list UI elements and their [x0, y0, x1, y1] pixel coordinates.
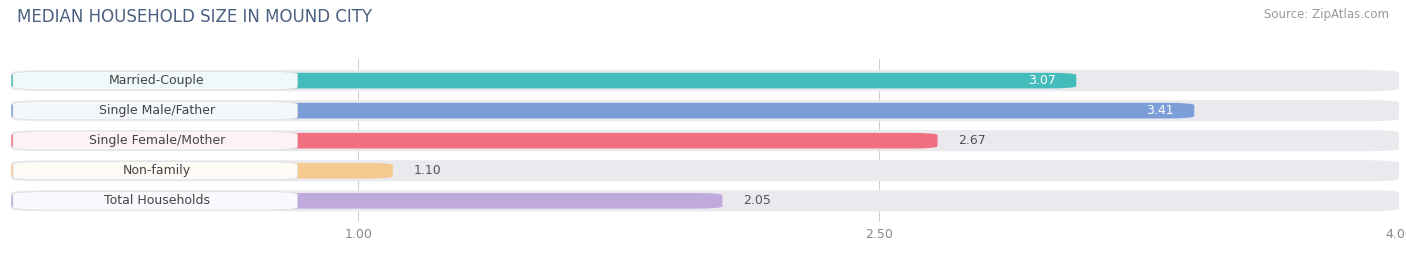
FancyBboxPatch shape [13, 132, 298, 150]
FancyBboxPatch shape [11, 133, 938, 148]
FancyBboxPatch shape [13, 162, 298, 180]
Text: Married-Couple: Married-Couple [110, 74, 205, 87]
Text: 2.05: 2.05 [744, 194, 770, 207]
FancyBboxPatch shape [11, 193, 723, 209]
FancyBboxPatch shape [11, 103, 1194, 118]
Text: Single Female/Mother: Single Female/Mother [89, 134, 225, 147]
Text: Non-family: Non-family [122, 164, 191, 177]
FancyBboxPatch shape [11, 73, 1077, 88]
FancyBboxPatch shape [11, 190, 1399, 211]
Text: Source: ZipAtlas.com: Source: ZipAtlas.com [1264, 8, 1389, 21]
FancyBboxPatch shape [13, 102, 298, 120]
FancyBboxPatch shape [13, 72, 298, 90]
Text: Total Households: Total Households [104, 194, 209, 207]
FancyBboxPatch shape [11, 163, 392, 178]
Text: 3.07: 3.07 [1028, 74, 1056, 87]
Text: Single Male/Father: Single Male/Father [98, 104, 215, 117]
Text: 3.41: 3.41 [1146, 104, 1174, 117]
Text: 2.67: 2.67 [959, 134, 986, 147]
FancyBboxPatch shape [13, 192, 298, 210]
FancyBboxPatch shape [11, 70, 1399, 91]
FancyBboxPatch shape [11, 160, 1399, 181]
Text: 1.10: 1.10 [413, 164, 441, 177]
Text: MEDIAN HOUSEHOLD SIZE IN MOUND CITY: MEDIAN HOUSEHOLD SIZE IN MOUND CITY [17, 8, 373, 26]
FancyBboxPatch shape [11, 130, 1399, 151]
FancyBboxPatch shape [11, 100, 1399, 121]
